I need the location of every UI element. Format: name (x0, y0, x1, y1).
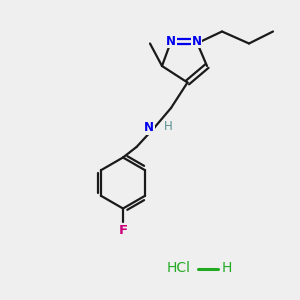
Text: N: N (191, 35, 202, 48)
Text: N: N (144, 121, 154, 134)
Text: HCl: HCl (167, 262, 191, 275)
Text: H: H (164, 120, 172, 134)
Text: N: N (166, 35, 176, 48)
Text: F: F (118, 224, 127, 237)
Text: H: H (221, 262, 232, 275)
